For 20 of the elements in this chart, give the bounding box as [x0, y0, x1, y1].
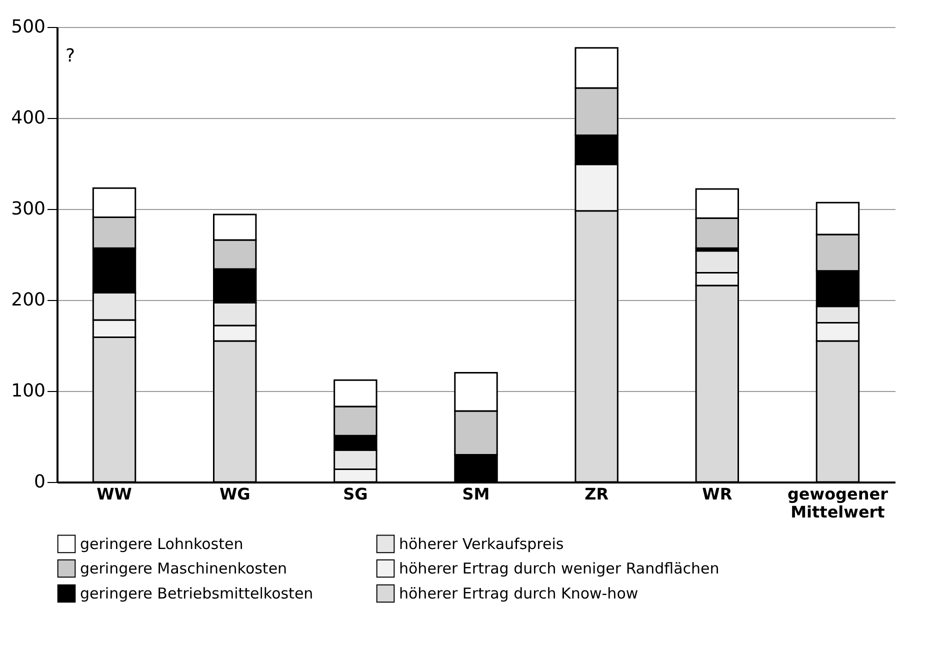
y-tick-label: 500 [11, 16, 46, 38]
y-tick-label: 300 [11, 198, 46, 220]
legend-label: geringere Betriebsmittelkosten [80, 584, 314, 602]
x-tick-label: WW [96, 484, 132, 504]
x-tick-label: SM [462, 484, 490, 504]
y-tick-label: 400 [11, 108, 46, 128]
legend-label: höherer Verkaufspreis [399, 534, 564, 553]
legend-label: höherer Ertrag durch weniger Randflächen [399, 560, 720, 578]
x-tick-label: WR [702, 484, 732, 504]
y-tick-label: 200 [11, 290, 46, 310]
legend-label: geringere Maschinenkosten [80, 560, 288, 578]
x-tick-label: gewogener Mittelwert [787, 484, 888, 522]
y-tick-label: 0 [34, 472, 46, 492]
legend-label: geringere Lohnkosten [80, 534, 244, 553]
legend-label: höherer Ertrag durch Know-how [399, 584, 638, 602]
y-axis-title: ? [66, 46, 76, 66]
x-tick-label: SG [343, 484, 368, 504]
x-tick-label: WG [219, 484, 250, 504]
x-tick-label: ZR [584, 484, 609, 504]
y-tick-label: 100 [11, 380, 46, 402]
